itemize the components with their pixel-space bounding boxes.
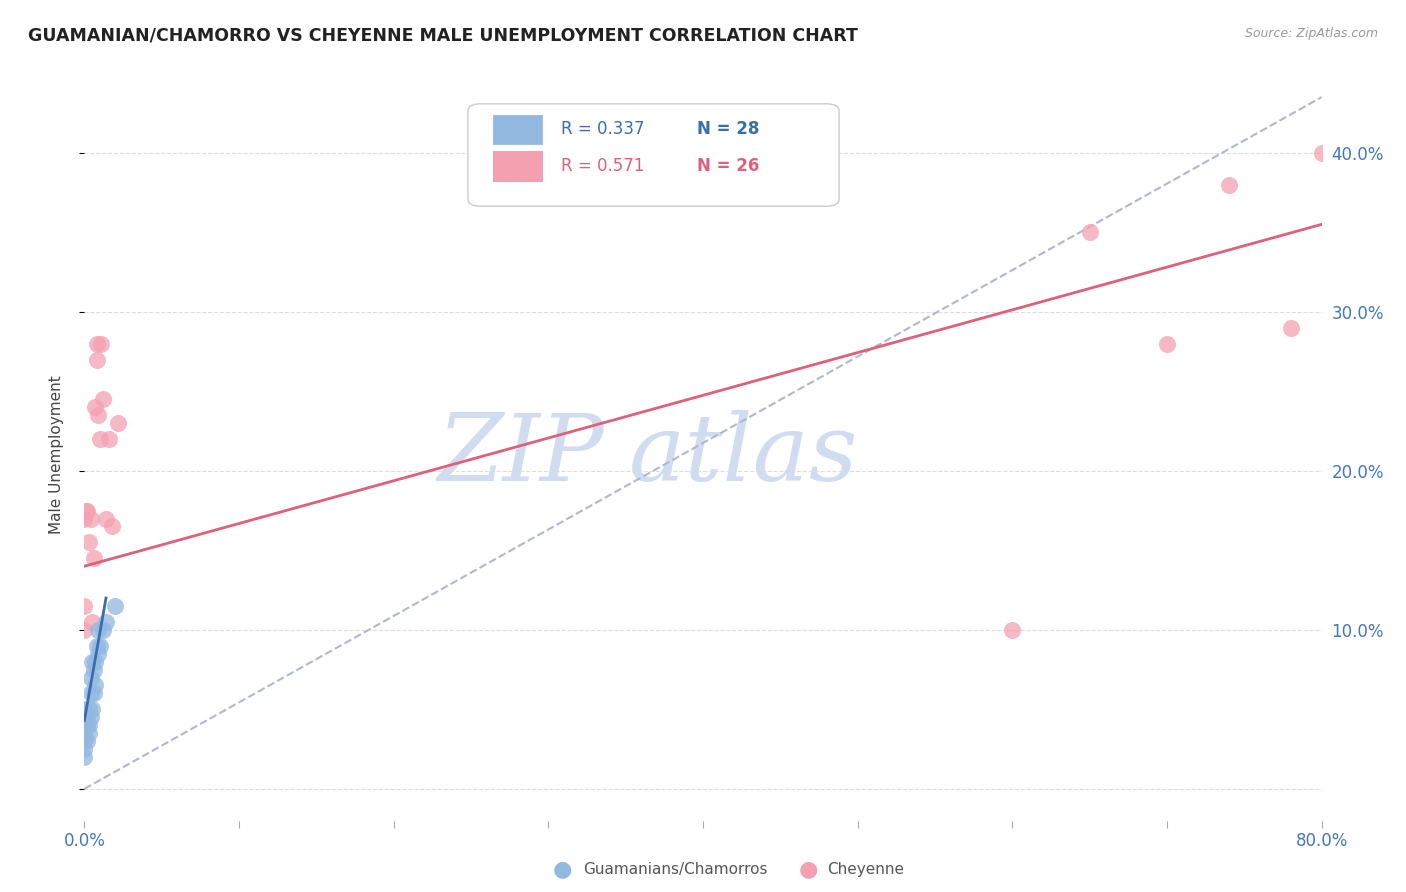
Point [94, 615, 117, 629]
Point [79, 710, 101, 724]
Point [101, 519, 124, 533]
Point [83, 551, 105, 566]
Point [87, 408, 110, 422]
Text: Source: ZipAtlas.com: Source: ZipAtlas.com [1244, 27, 1378, 40]
Point [73, 599, 96, 613]
Point [77, 726, 100, 740]
Point [89, 432, 111, 446]
Point [82, 702, 104, 716]
Point [76, 718, 98, 732]
Point [1279, 320, 1302, 334]
Point [1156, 336, 1178, 351]
Point [87, 623, 110, 637]
Point [104, 599, 127, 613]
Point [79, 671, 101, 685]
Point [73, 750, 96, 764]
Point [76, 503, 98, 517]
Point [84, 655, 107, 669]
Point [94, 511, 117, 525]
Text: atlas: atlas [628, 410, 858, 500]
Point [82, 655, 104, 669]
Point [90, 336, 112, 351]
Point [86, 639, 108, 653]
Point [98, 432, 121, 446]
Point [79, 686, 101, 700]
Text: ZIP: ZIP [437, 410, 605, 500]
Point [73, 726, 96, 740]
Point [107, 416, 129, 430]
Point [1218, 178, 1240, 192]
Y-axis label: Male Unemployment: Male Unemployment [49, 376, 63, 534]
Point [73, 718, 96, 732]
Text: R = 0.337: R = 0.337 [561, 120, 644, 138]
Point [89, 639, 111, 653]
Point [1078, 225, 1101, 239]
Point [73, 734, 96, 748]
Point [79, 511, 101, 525]
FancyBboxPatch shape [492, 115, 543, 145]
Point [91, 623, 114, 637]
Point [84, 678, 107, 692]
Point [77, 718, 100, 732]
Point [76, 734, 98, 748]
Point [76, 710, 98, 724]
Text: R = 0.571: R = 0.571 [561, 157, 644, 175]
Point [73, 702, 96, 716]
FancyBboxPatch shape [492, 152, 543, 180]
Text: N = 26: N = 26 [697, 157, 759, 175]
Text: N = 28: N = 28 [697, 120, 759, 138]
Point [75, 503, 97, 517]
Point [83, 686, 105, 700]
Text: GUAMANIAN/CHAMORRO VS CHEYENNE MALE UNEMPLOYMENT CORRELATION CHART: GUAMANIAN/CHAMORRO VS CHEYENNE MALE UNEM… [28, 27, 858, 45]
Text: Cheyenne: Cheyenne [827, 863, 904, 877]
Text: Guamanians/Chamorros: Guamanians/Chamorros [583, 863, 768, 877]
Point [91, 392, 114, 407]
Point [73, 623, 96, 637]
Point [77, 535, 100, 549]
Point [77, 702, 100, 716]
FancyBboxPatch shape [468, 103, 839, 206]
Point [73, 511, 96, 525]
Point [84, 401, 107, 415]
Point [86, 336, 108, 351]
Text: ●: ● [799, 860, 818, 880]
Point [86, 352, 108, 367]
Point [87, 647, 110, 661]
Point [1310, 145, 1333, 160]
Point [82, 615, 104, 629]
Point [73, 742, 96, 756]
Point [1001, 623, 1024, 637]
Point [83, 663, 105, 677]
Text: ●: ● [553, 860, 572, 880]
